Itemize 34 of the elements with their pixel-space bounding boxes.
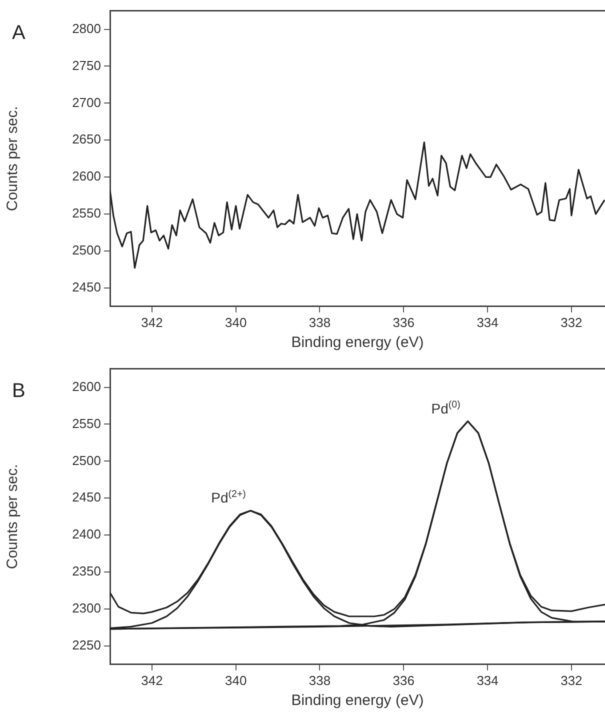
x-tick-label: 338: [308, 314, 331, 330]
x-tick-label: 332: [560, 672, 582, 688]
y-tick-label: 2650: [72, 132, 101, 147]
y-axis-title: Counts per sec.: [4, 106, 22, 212]
x-tick-label: 340: [224, 672, 247, 688]
x-tick-label: 342: [141, 672, 163, 688]
x-tick-label: 338: [308, 672, 331, 688]
y-tick-label: 2800: [72, 20, 101, 36]
y-tick-label: 2400: [72, 526, 101, 542]
x-tick-label: 340: [224, 314, 247, 330]
y-tick-label: 2700: [72, 94, 101, 110]
y-tick-label: 2550: [72, 206, 101, 221]
y-tick-label: 2250: [72, 638, 101, 653]
y-tick-label: 2550: [72, 416, 101, 431]
y-tick-label: 2350: [72, 564, 101, 579]
y-axis-title: Counts per sec.: [4, 464, 22, 570]
y-tick-label: 2500: [72, 242, 101, 258]
text: B: [12, 380, 26, 402]
x-axis-title: Binding energy (eV): [291, 692, 424, 710]
y-tick-label: 2450: [72, 490, 101, 505]
y-tick-label: 2600: [72, 168, 101, 184]
x-axis-title: Binding energy (eV): [291, 334, 424, 352]
x-tick-label: 336: [392, 672, 414, 688]
x-tick-label: 334: [476, 672, 498, 688]
y-tick-label: 2600: [72, 378, 101, 394]
y-tick-label: 2500: [72, 452, 101, 468]
y-tick-label: 2450: [72, 280, 101, 295]
y-tick-label: 2750: [72, 58, 101, 73]
x-tick-label: 336: [392, 314, 414, 330]
x-tick-label: 332: [560, 314, 582, 330]
x-tick-label: 334: [476, 314, 498, 330]
y-tick-label: 2300: [72, 600, 101, 616]
x-tick-label: 342: [141, 314, 163, 330]
text: A: [12, 22, 26, 44]
